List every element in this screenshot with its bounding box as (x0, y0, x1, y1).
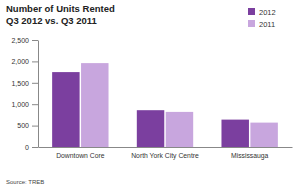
y-tick-label: 2,500 (11, 37, 29, 44)
y-tick-mark (32, 126, 38, 127)
y-tick-mark (32, 83, 38, 84)
x-tick-label: North York City Centre (131, 152, 199, 160)
chart: Number of Units RentedQ3 2012 vs. Q3 201… (0, 0, 300, 189)
bar (166, 112, 193, 147)
legend-swatch (248, 20, 255, 27)
y-tick-mark (32, 104, 38, 105)
x-tick-label: Downtown Core (56, 152, 105, 159)
y-tick-mark (32, 61, 38, 62)
title: Number of Units Rented (6, 3, 115, 14)
bar (221, 120, 248, 147)
subtitle: Q3 2012 vs. Q3 2011 (6, 15, 98, 26)
legend: 2012 2011 (248, 8, 276, 29)
legend-label: 2011 (259, 20, 275, 29)
y-tick-mark (32, 40, 38, 41)
legend-item: 2011 (248, 20, 275, 29)
bar (250, 123, 277, 147)
y-tick-mark (32, 147, 38, 148)
y-tick-label: 0 (25, 144, 29, 151)
x-axis-line (39, 147, 293, 148)
x-axis: Downtown Core North York City Centre Missi… (39, 147, 293, 160)
bar (137, 110, 164, 147)
x-tick-label: Mississauga (231, 152, 269, 160)
x-tick: North York City Centre (131, 147, 199, 160)
y-tick-label: 1,000 (11, 101, 29, 108)
legend-item: 2012 (248, 8, 276, 17)
y-axis-line (38, 41, 39, 148)
y-tick: 500 (17, 122, 38, 129)
x-tick: Downtown Core (56, 147, 105, 159)
bar (52, 72, 79, 147)
bar (81, 63, 108, 147)
y-tick-label: 500 (17, 122, 29, 129)
y-tick: 1,500 (11, 80, 38, 87)
annotation: Source: TREB (6, 179, 44, 185)
y-tick: 2,000 (11, 58, 38, 65)
legend-label: 2012 (259, 8, 276, 17)
y-tick: 2,500 (11, 37, 38, 44)
legend-swatch (248, 8, 255, 15)
plot: 0 500 1,000 1,500 2,000 2,500 Downtown Core Nor… (11, 37, 292, 160)
y-tick: 1,000 (11, 101, 38, 108)
x-tick: Mississauga (231, 147, 269, 160)
y-axis: 0 500 1,000 1,500 2,000 2,500 (11, 37, 38, 151)
y-tick: 0 (25, 144, 38, 151)
y-tick-label: 1,500 (11, 80, 29, 87)
y-tick-label: 2,000 (11, 58, 29, 65)
bars (52, 63, 278, 147)
